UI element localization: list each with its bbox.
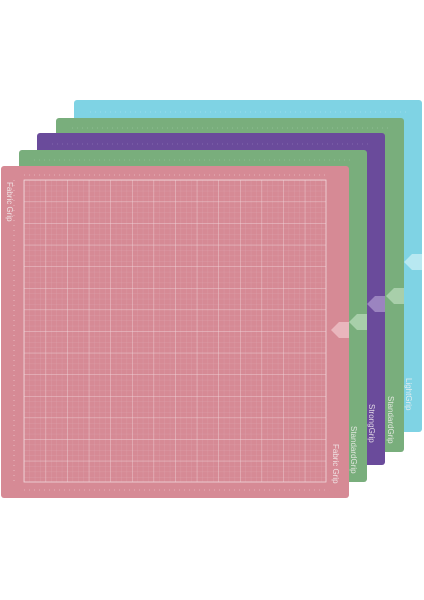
- mat-label: StandardGrip: [349, 426, 358, 474]
- mat-label: LightGrip: [404, 378, 413, 411]
- tab: [367, 296, 385, 312]
- tab: [404, 254, 422, 270]
- tab: [331, 322, 349, 338]
- mat-label: StandardGrip: [386, 396, 395, 444]
- mat-label: Fabric Grip: [5, 182, 14, 222]
- tab: [349, 314, 367, 330]
- mat-label: StrongGrip: [367, 404, 376, 443]
- grid: [23, 179, 327, 483]
- tab: [386, 288, 404, 304]
- mat-label: Fabric Grip: [331, 444, 340, 484]
